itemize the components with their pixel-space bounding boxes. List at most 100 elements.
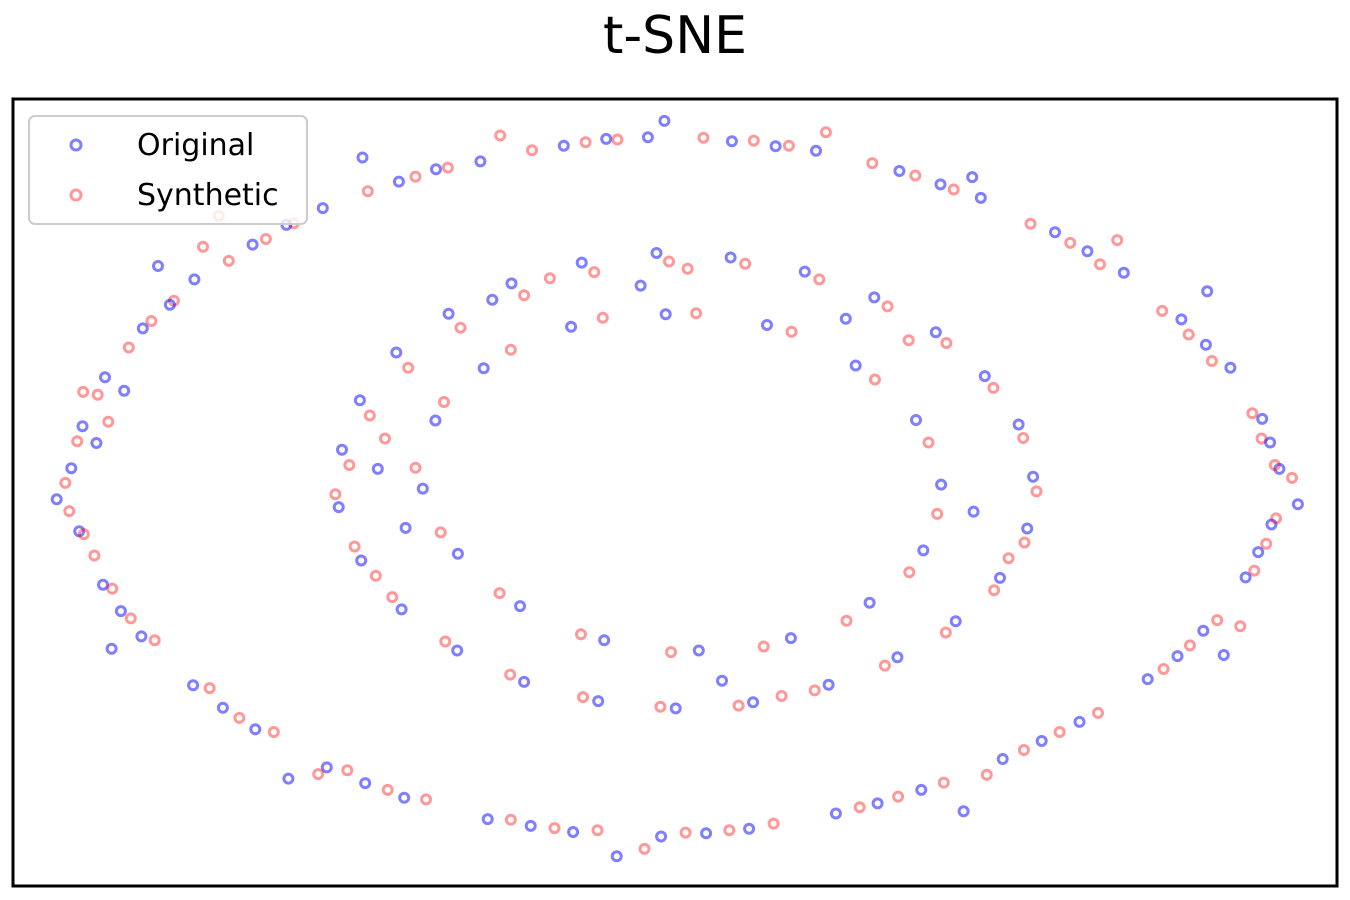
data-point-original [575,256,588,269]
data-point-synthetic [902,334,915,347]
data-point-original [1021,522,1034,535]
data-point-synthetic [343,459,356,471]
data-point-original [655,830,668,843]
data-point-original [1141,673,1154,686]
data-point-synthetic [312,768,325,781]
data-point-synthetic [494,129,507,142]
data-point-synthetic [690,307,703,320]
data-point-synthetic [386,591,399,604]
data-point-synthetic [71,435,84,448]
data-point-original [891,651,904,664]
data-point-original [798,265,811,278]
legend-label-original: Original [137,128,254,163]
data-point-synthetic [409,170,422,183]
data-point-synthetic [947,183,960,196]
data-point-synthetic [1211,614,1224,627]
data-point-synthetic [1030,485,1043,498]
data-point-synthetic [348,540,361,553]
data-point-original [282,772,295,785]
data-point-original [1291,498,1304,511]
data-point-synthetic [363,409,376,422]
data-point-original [332,501,345,514]
data-point-synthetic [88,549,101,562]
data-point-original [399,521,412,534]
data-point-synthetic [1184,639,1196,652]
data-point-synthetic [819,126,832,139]
data-point-original [810,144,822,157]
data-point-synthetic [988,584,1001,597]
data-point-synthetic [596,311,609,324]
data-point-original [935,478,948,491]
data-point-synthetic [931,507,944,520]
data-point-original [135,630,148,643]
data-point-original [1217,649,1230,661]
data-point-original [567,826,580,838]
data-point-synthetic [937,776,950,789]
data-point-synthetic [723,824,736,837]
data-point-original [967,505,980,518]
data-point-synthetic [881,300,894,313]
data-point-original [398,791,411,804]
data-point-original [188,273,201,286]
data-point-original [371,462,384,475]
data-point-synthetic [868,373,881,386]
data-point-synthetic [402,361,415,374]
data-point-synthetic [757,640,770,653]
data-point-original [1049,226,1061,239]
data-point-synthetic [591,824,604,837]
data-point-original [1035,735,1048,747]
data-point-synthetic [1156,304,1169,317]
data-point-synthetic [77,385,90,398]
data-point-original [1265,518,1278,531]
data-point-synthetic [102,415,115,428]
data-point-synthetic [665,646,677,659]
data-point-synthetic [1157,663,1170,675]
data-point-synthetic [438,396,450,408]
data-point-synthetic [145,315,158,327]
legend-label-synthetic: Synthetic [137,178,279,213]
data-point-synthetic [681,262,694,275]
data-point-original [73,525,86,538]
data-point-original [893,165,906,177]
data-point-synthetic [369,569,382,582]
data-point-original [1081,245,1094,258]
data-point-original [700,827,713,840]
data-point-original [320,761,333,774]
data-point-synthetic [577,691,589,704]
data-point-original [1252,546,1265,559]
data-point-synthetic [767,817,780,830]
data-point-synthetic [1064,236,1077,249]
data-point-synthetic [747,134,760,147]
data-point-synthetic [987,381,1000,394]
data-point-synthetic [233,711,246,724]
data-point-synthetic [1246,407,1259,420]
data-point-original [600,132,613,145]
data-point-original [716,674,728,687]
data-point-original [187,679,200,692]
data-point-synthetic [775,690,788,702]
data-point-synthetic [1260,537,1273,550]
data-point-synthetic [663,255,675,268]
data-point-original [65,462,78,475]
data-point-synthetic [548,822,561,835]
data-point-original [118,384,131,397]
data-point-original [514,600,527,613]
data-point-original [557,139,570,152]
data-point-synthetic [732,699,745,712]
data-point-original [524,819,537,832]
data-point-synthetic [808,684,821,697]
data-point-original [114,605,127,618]
data-point-synthetic [122,341,135,354]
plot-frame [11,97,1339,888]
data-point-original [974,191,987,204]
data-point-original [392,175,405,188]
data-point-synthetic [611,133,624,146]
data-point-original [769,140,782,153]
data-point-synthetic [638,842,651,855]
data-point-synthetic [222,254,235,267]
data-point-original [477,362,490,375]
legend-marker-original [69,138,83,152]
data-point-synthetic [91,388,104,401]
